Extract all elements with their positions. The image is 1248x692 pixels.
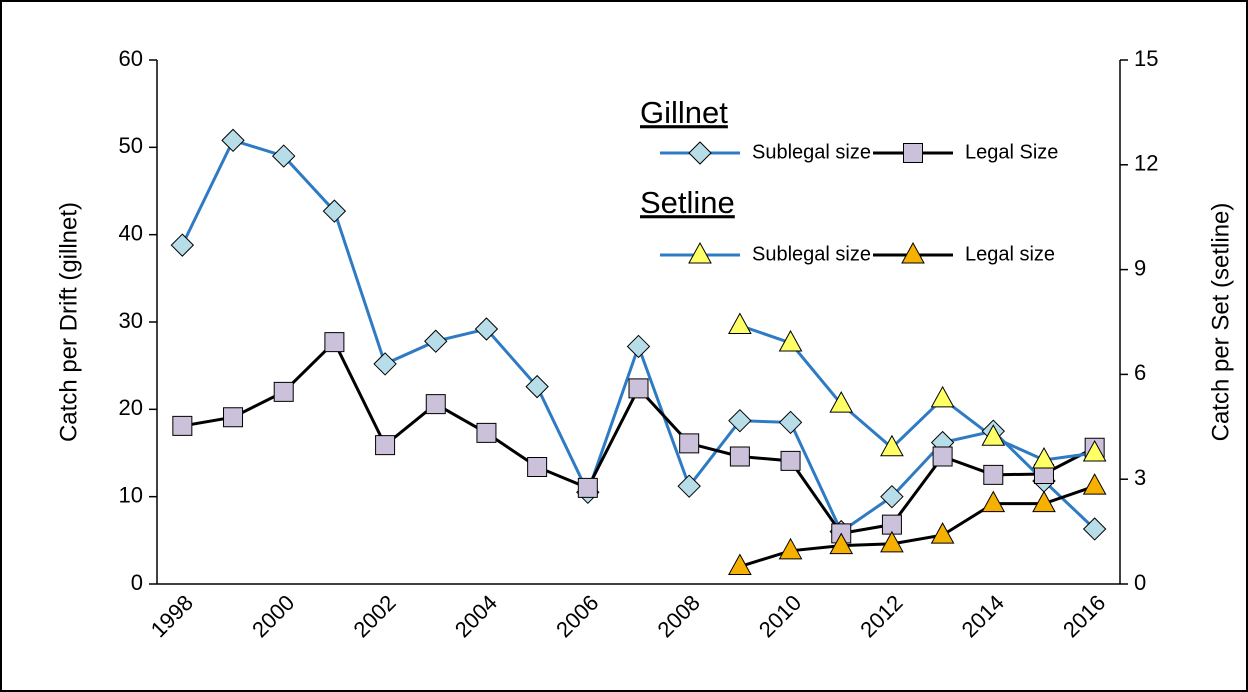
marker <box>375 435 396 456</box>
marker <box>577 477 598 498</box>
x-tick-label: 2000 <box>247 590 299 642</box>
marker <box>1032 490 1056 513</box>
marker <box>932 446 953 467</box>
y-tick-label: 50 <box>119 133 143 158</box>
marker <box>930 522 955 544</box>
y-tick-label: 40 <box>119 220 143 245</box>
marker <box>881 514 902 535</box>
y2-tick-label: 0 <box>1134 570 1146 595</box>
marker <box>728 553 752 576</box>
marker <box>1082 439 1107 462</box>
marker <box>1082 473 1107 495</box>
marker <box>324 332 345 353</box>
legend-title: Gillnet <box>640 95 728 130</box>
marker <box>728 408 752 433</box>
x-tick-label: 2008 <box>653 590 705 642</box>
marker <box>688 241 712 264</box>
marker <box>901 241 925 264</box>
marker <box>829 391 854 413</box>
y2-tick-label: 9 <box>1134 255 1146 280</box>
marker <box>628 378 649 399</box>
y2-tick-label: 6 <box>1134 360 1146 385</box>
marker <box>221 128 245 153</box>
x-tick-label: 2002 <box>348 590 400 642</box>
marker <box>677 474 701 498</box>
legend-label: Sublegal size <box>752 243 871 265</box>
marker <box>880 484 904 509</box>
marker <box>373 352 397 376</box>
x-tick-label: 2004 <box>450 590 502 642</box>
marker <box>930 385 955 408</box>
marker <box>425 394 446 415</box>
marker <box>688 141 712 165</box>
legend-label: Legal Size <box>965 141 1058 163</box>
x-tick-label: 2016 <box>1058 590 1110 642</box>
legend-label: Legal size <box>965 243 1055 265</box>
marker <box>1032 446 1056 469</box>
series-line <box>739 484 1096 568</box>
y-tick-label: 10 <box>119 482 143 507</box>
y-tick-label: 20 <box>119 395 143 420</box>
x-tick-label: 2014 <box>957 590 1009 642</box>
marker <box>729 446 750 467</box>
x-tick-label: 1998 <box>146 590 198 642</box>
marker <box>778 329 803 352</box>
marker <box>903 143 923 163</box>
marker <box>272 144 296 168</box>
marker <box>626 334 651 359</box>
y-tick-label: 0 <box>131 570 143 595</box>
y-tick-label: 60 <box>119 46 143 71</box>
marker <box>474 317 499 341</box>
marker <box>527 456 548 477</box>
x-tick-label: 2012 <box>855 590 907 642</box>
marker <box>476 422 497 443</box>
marker <box>780 450 801 471</box>
marker <box>981 490 1006 513</box>
marker <box>525 374 549 399</box>
legend-label: Sublegal size <box>752 141 871 163</box>
marker <box>322 199 347 223</box>
marker <box>778 410 803 435</box>
series-line <box>739 324 1095 462</box>
marker <box>829 532 854 555</box>
marker <box>172 415 193 436</box>
marker <box>223 407 244 428</box>
marker <box>273 381 294 402</box>
marker <box>1082 517 1107 541</box>
y-tick-label: 30 <box>119 308 143 333</box>
y2-tick-label: 12 <box>1134 151 1158 176</box>
marker <box>981 424 1006 446</box>
marker <box>778 537 803 560</box>
y-axis-title: Catch per Drift (gillnet) <box>55 202 82 442</box>
y2-tick-label: 3 <box>1134 465 1146 490</box>
marker <box>170 233 195 257</box>
x-tick-label: 2010 <box>754 590 806 642</box>
marker <box>880 434 904 457</box>
marker <box>983 464 1004 485</box>
x-tick-label: 2006 <box>551 590 603 642</box>
marker <box>679 433 700 454</box>
marker <box>880 530 904 553</box>
legend-title: Setline <box>640 185 735 220</box>
y2-axis-title: Catch per Set (setline) <box>1207 203 1234 442</box>
y2-tick-label: 15 <box>1134 46 1158 71</box>
marker <box>728 312 752 334</box>
marker <box>424 329 448 353</box>
